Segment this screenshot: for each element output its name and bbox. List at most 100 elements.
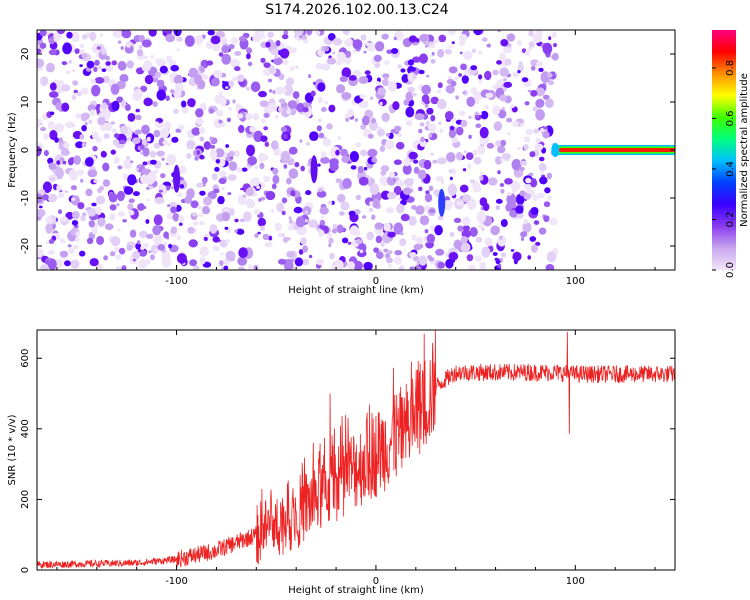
spectrogram-cell <box>117 266 121 269</box>
spectrogram-ytick-label: -20 <box>20 238 31 254</box>
spectrogram-cell <box>194 35 204 45</box>
spectrogram-cell <box>170 206 177 214</box>
spectrogram-cell <box>416 262 420 266</box>
spectrogram-cell <box>119 139 126 144</box>
colorbar-tick-label: 0.4 <box>725 161 736 177</box>
spectrogram-cell <box>341 237 349 244</box>
spectrogram-cell <box>417 169 427 180</box>
spectrogram-cell <box>176 37 183 42</box>
spectrogram-cell <box>173 108 179 115</box>
spectrogram-cell <box>355 194 361 201</box>
spectrogram-cell <box>279 48 290 59</box>
spectrogram-cell <box>497 263 502 268</box>
spectrogram-cell <box>458 73 462 77</box>
spectrogram-cell <box>234 51 242 56</box>
spectrogram-cell <box>516 147 521 150</box>
spectrogram-cell <box>178 124 185 130</box>
spectrogram-cell <box>196 205 203 210</box>
spectrogram-cell <box>99 33 104 37</box>
spectrogram-cell <box>468 134 472 139</box>
spectrogram-cell <box>37 48 42 54</box>
spectrogram-cell <box>54 137 59 143</box>
spectrogram-cell <box>189 259 198 267</box>
spectrogram-cell <box>176 48 180 51</box>
spectrogram-cell <box>195 108 204 118</box>
spectrogram-cell <box>49 177 56 182</box>
spectrogram-cell <box>511 120 520 127</box>
spectrogram-cell <box>228 107 232 112</box>
spectrogram-cell <box>282 59 289 66</box>
spectrogram-cell <box>119 125 129 134</box>
spectrogram-cell <box>257 231 261 235</box>
spectrogram-cell <box>456 126 464 136</box>
spectrogram-cell <box>138 164 142 168</box>
spectrogram-cell <box>218 260 224 266</box>
spectrogram-cell <box>546 172 553 180</box>
spectrogram-cell <box>529 236 537 242</box>
spectrogram-cell <box>387 80 397 92</box>
spectrogram-cell <box>315 30 321 36</box>
spectrogram-cell <box>302 245 308 253</box>
spectrogram-cell <box>321 63 331 71</box>
spectrogram-cell <box>258 90 267 98</box>
spectrogram-cell <box>479 126 489 139</box>
spectrogram-cell <box>499 94 507 102</box>
spectrogram-cell <box>114 246 120 253</box>
spectrogram-cell <box>142 147 150 157</box>
spectrogram-cell <box>336 224 344 234</box>
spectrogram-cell <box>448 30 456 36</box>
spectrogram-cell <box>329 252 335 260</box>
spectrogram-cell <box>497 235 507 247</box>
spectrogram-cell <box>335 149 340 156</box>
spectrogram-cell <box>472 149 478 156</box>
spectrogram-cell <box>430 58 436 64</box>
spectrogram-cell <box>154 58 164 65</box>
spectrogram-cell <box>392 101 400 111</box>
spectrogram-cell <box>126 42 131 48</box>
spectrogram-cell <box>88 119 93 125</box>
spectrogram-cell <box>54 165 61 174</box>
spectrogram-cell <box>49 82 57 91</box>
spectrogram-cell <box>116 203 120 207</box>
snr-ytick-label: 600 <box>20 349 31 368</box>
spectrogram-cell <box>268 102 278 112</box>
spectrogram-cell <box>81 34 88 40</box>
spectrogram-cell <box>453 217 462 224</box>
spectrogram-cell <box>62 160 67 165</box>
spectrogram-blob <box>310 155 318 184</box>
spectrogram-cell <box>134 88 143 99</box>
spectrogram-cell <box>409 66 417 72</box>
spectrogram-cell <box>148 185 154 190</box>
colorbar-tick-label: 0.2 <box>725 212 736 228</box>
spectrogram-cell <box>341 92 352 100</box>
spectrogram-cell <box>161 255 172 268</box>
spectrogram-cell <box>380 242 385 247</box>
spectrogram-cell <box>398 266 404 270</box>
spectrogram-cell <box>171 136 179 143</box>
spectrogram-cell <box>499 235 503 240</box>
spectrogram-cell <box>415 205 425 215</box>
spectrogram-cell <box>117 40 122 44</box>
spectrogram-cell <box>215 159 221 164</box>
spectrogram-cell <box>520 122 525 127</box>
spectrogram-cell <box>512 71 520 78</box>
spectrogram-cell <box>425 120 430 126</box>
spectrogram-cell <box>440 180 445 185</box>
spectrogram-cell <box>298 249 304 255</box>
spectrogram-cell <box>424 229 429 234</box>
spectrogram-cell <box>395 179 404 189</box>
spectrogram-cell <box>39 30 47 37</box>
spectrogram-cell <box>58 209 62 215</box>
spectrogram-cell <box>321 107 327 112</box>
spectrogram-cell <box>221 187 226 191</box>
spectrogram-cell <box>269 89 273 93</box>
spectrogram-cell <box>190 200 199 209</box>
spectrogram-cell <box>387 191 397 200</box>
spectrogram-cell <box>320 151 327 158</box>
spectrogram-cell <box>294 161 300 168</box>
spectrogram-cell <box>230 156 233 160</box>
spectrogram-cell <box>357 166 364 174</box>
spectrogram-cell <box>504 178 513 185</box>
spectrogram-cell <box>317 163 321 167</box>
spectrogram-cell <box>228 80 234 88</box>
